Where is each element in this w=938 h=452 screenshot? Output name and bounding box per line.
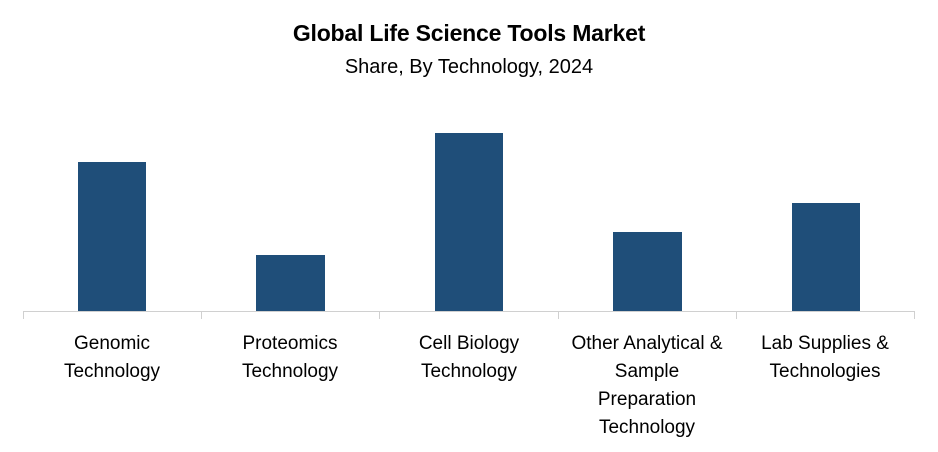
label-line: Lab Supplies &: [761, 333, 889, 354]
chart-title: Global Life Science Tools Market: [292, 20, 646, 46]
x-axis-tick: [736, 311, 737, 319]
x-axis-line: [23, 311, 915, 312]
label-line: Technology: [63, 361, 161, 382]
bar-proteomics-technology: [256, 255, 325, 311]
label-line: Technology: [420, 361, 518, 382]
label-line: Technology: [598, 417, 696, 438]
label-line: Sample: [614, 361, 680, 382]
bar-genomic-technology: [78, 162, 146, 311]
x-tick-label-proteomics: Proteomics Technology: [201, 330, 379, 386]
bar-cell-biology-technology: [435, 133, 503, 311]
chart-subtitle: Share, By Technology, 2024: [344, 56, 594, 78]
x-axis-tick: [23, 311, 24, 319]
x-axis-tick: [379, 311, 380, 319]
x-axis-tick: [201, 311, 202, 319]
label-line: Preparation: [597, 389, 697, 410]
x-axis-tick: [558, 311, 559, 319]
label-line: Proteomics: [242, 333, 338, 354]
label-line: Cell Biology: [418, 333, 520, 354]
x-axis-tick: [914, 311, 915, 319]
x-tick-label-other-analytical: Other Analytical & Sample Preparation Te…: [558, 330, 736, 442]
label-line: Other Analytical &: [571, 333, 723, 354]
label-line: Technology: [241, 361, 339, 382]
x-tick-label-genomic: Genomic Technology: [23, 330, 201, 386]
bar-other-analytical-technology: [613, 232, 682, 311]
x-tick-label-lab-supplies: Lab Supplies & Technologies: [736, 330, 914, 386]
label-line: Technologies: [769, 361, 881, 382]
label-line: Genomic: [73, 333, 151, 354]
x-tick-label-cell-biology: Cell Biology Technology: [380, 330, 558, 386]
bar-lab-supplies-technologies: [792, 203, 860, 311]
